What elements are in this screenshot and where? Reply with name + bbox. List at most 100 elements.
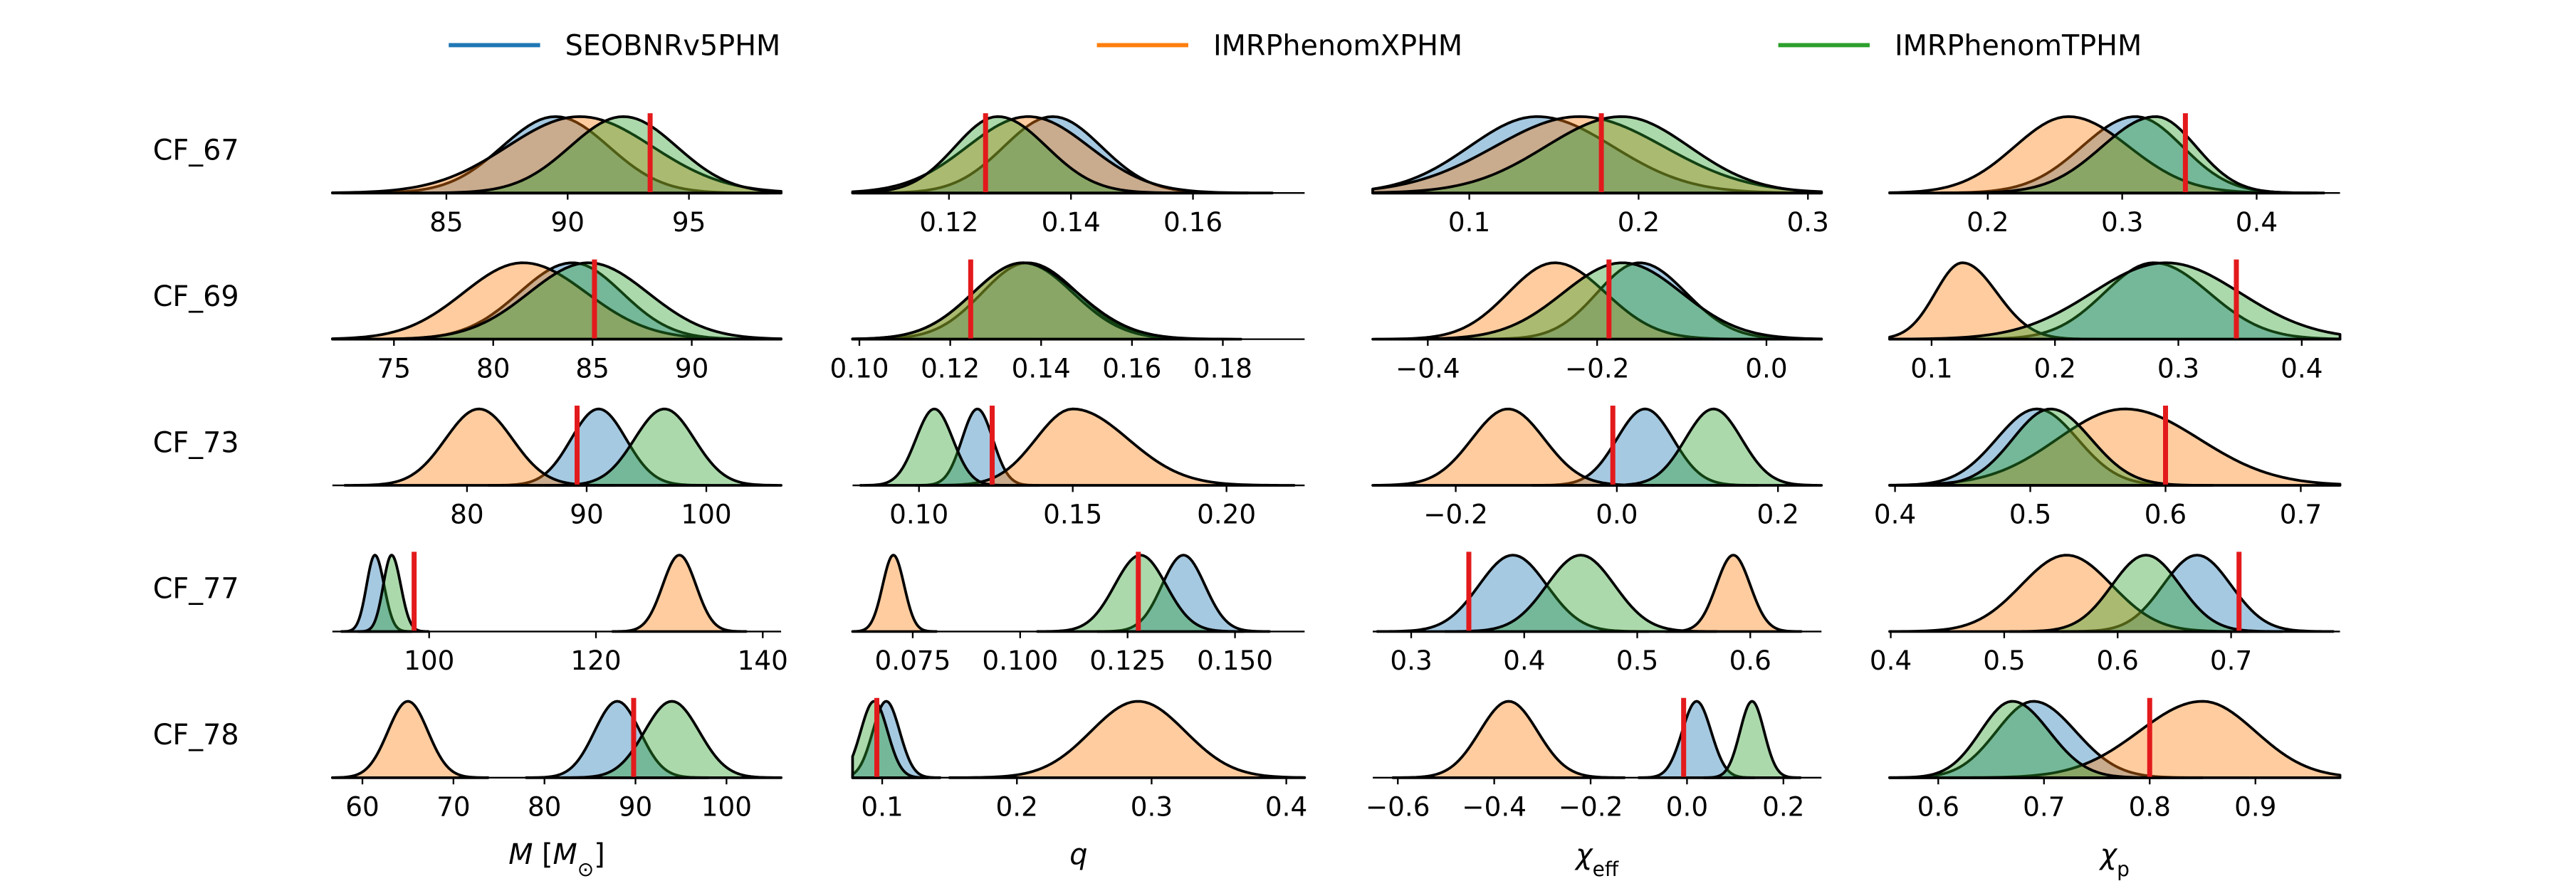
x-tick-label: 0.14 — [1012, 352, 1071, 384]
x-tick-label: 0.3 — [1131, 791, 1173, 823]
x-tick-label: 95 — [672, 206, 706, 238]
x-tick-label: −0.4 — [1462, 791, 1527, 823]
x-axis-label: χp — [2099, 838, 2130, 881]
x-tick-label: 0.150 — [1197, 645, 1273, 676]
density-curve — [330, 115, 782, 195]
x-tick-label: 0.2 — [996, 791, 1038, 823]
density-curve — [1599, 407, 1823, 487]
x-tick-label: 0.14 — [1042, 206, 1101, 238]
density-curve — [851, 261, 1242, 341]
x-tick-label: 0.7 — [2280, 499, 2322, 530]
x-axis-label-part: χ — [2099, 838, 2118, 871]
x-tick-label: 0.0 — [1596, 499, 1638, 530]
x-tick-label: 0.2 — [1618, 206, 1660, 238]
legend-label: IMRPhenomTPHM — [1895, 29, 2142, 62]
x-axis-label-part: [ — [533, 838, 553, 871]
density-curve — [1664, 554, 1803, 633]
density-curve — [948, 700, 1307, 779]
x-tick-label: 75 — [377, 352, 412, 384]
x-tick-label: 0.10 — [829, 352, 889, 384]
x-tick-label: 90 — [675, 352, 709, 384]
x-axis-label-part: eff — [1593, 858, 1619, 881]
x-tick-label: 0.5 — [1983, 645, 2025, 676]
x-tick-label: 0.4 — [2236, 206, 2278, 238]
density-curve — [525, 700, 710, 779]
x-tick-label: −0.2 — [1423, 499, 1488, 530]
x-axis-label-part: q — [1069, 838, 1087, 871]
x-tick-label: 0.125 — [1089, 645, 1166, 676]
x-tick-label: 0.3 — [1787, 206, 1829, 238]
density-curve — [2009, 554, 2284, 633]
density-curve — [340, 115, 770, 195]
density-curve — [1954, 261, 2342, 341]
row-label: CF_69 — [153, 280, 239, 313]
density-curve — [1702, 700, 1802, 779]
density-curve — [851, 115, 1195, 195]
x-tick-label: 0.6 — [2097, 645, 2139, 676]
x-tick-label: 0.2 — [1967, 206, 2009, 238]
x-tick-label: 60 — [345, 791, 379, 823]
density-curve — [2059, 554, 2335, 633]
density-curve — [851, 554, 938, 633]
x-tick-label: 0.18 — [1193, 352, 1252, 384]
x-tick-label: 85 — [429, 206, 464, 238]
density-curve — [1888, 261, 2342, 341]
x-tick-label: 0.6 — [2145, 499, 2187, 530]
x-axis-label-part: M — [553, 838, 577, 871]
density-curve — [859, 407, 1010, 487]
density-curve — [1637, 700, 1756, 779]
x-tick-label: 0.20 — [1197, 499, 1256, 530]
x-tick-label: 80 — [528, 791, 562, 823]
x-tick-label: 85 — [575, 352, 609, 384]
x-tick-label: 120 — [570, 645, 621, 676]
x-tick-label: 0.5 — [2009, 499, 2051, 530]
x-tick-label: −0.2 — [1559, 791, 1623, 823]
x-axis-label-part: p — [2117, 858, 2130, 881]
x-tick-label: 0.3 — [2101, 206, 2143, 238]
density-curve — [408, 115, 782, 195]
x-tick-label: 0.100 — [982, 645, 1058, 676]
x-tick-label: 0.5 — [1616, 645, 1658, 676]
x-axis-label-part: ] — [594, 838, 604, 871]
x-tick-label: 0.075 — [874, 645, 951, 676]
density-curve — [1391, 700, 1626, 779]
x-axis-label: q — [1069, 838, 1087, 871]
density-curve — [1376, 554, 1650, 633]
x-tick-label: 0.1 — [1910, 352, 1952, 384]
density-curve — [561, 700, 782, 779]
x-tick-label: 140 — [738, 645, 788, 676]
x-tick-label: 80 — [450, 499, 484, 530]
x-tick-label: 0.2 — [1756, 499, 1799, 530]
x-tick-label: 0.6 — [1729, 645, 1771, 676]
density-curve — [1531, 407, 1759, 487]
x-tick-label: 0.16 — [1163, 206, 1222, 238]
x-tick-label: 0.4 — [1870, 645, 1912, 676]
x-tick-label: 0.2 — [2034, 352, 2076, 384]
x-tick-label: 0.15 — [1043, 499, 1102, 530]
x-tick-label: −0.6 — [1366, 791, 1430, 823]
density-curve — [330, 700, 490, 779]
density-curve — [349, 261, 782, 341]
x-tick-label: 0.1 — [861, 791, 903, 823]
x-tick-label: 0.12 — [919, 206, 978, 238]
x-tick-label: 0.16 — [1102, 352, 1161, 384]
legend-label: IMRPhenomXPHM — [1213, 29, 1462, 62]
row-label: CF_67 — [153, 134, 239, 167]
x-tick-label: 0.10 — [889, 499, 948, 530]
x-axis-label-part: χ — [1574, 838, 1593, 871]
x-tick-label: 100 — [701, 791, 752, 823]
row-label: CF_78 — [153, 719, 239, 751]
x-axis-label-part: M — [508, 838, 533, 871]
x-tick-label: 0.0 — [1745, 352, 1787, 384]
x-tick-label: 90 — [551, 206, 585, 238]
x-tick-label: 0.9 — [2234, 791, 2276, 823]
x-tick-label: 0.7 — [2210, 645, 2252, 676]
x-tick-label: 0.4 — [1874, 499, 1916, 530]
x-tick-label: 70 — [436, 791, 471, 823]
density-curve — [1888, 700, 2162, 779]
x-tick-label: 0.4 — [2281, 352, 2323, 384]
x-tick-label: −0.4 — [1396, 352, 1460, 384]
density-curve — [1468, 261, 1823, 341]
